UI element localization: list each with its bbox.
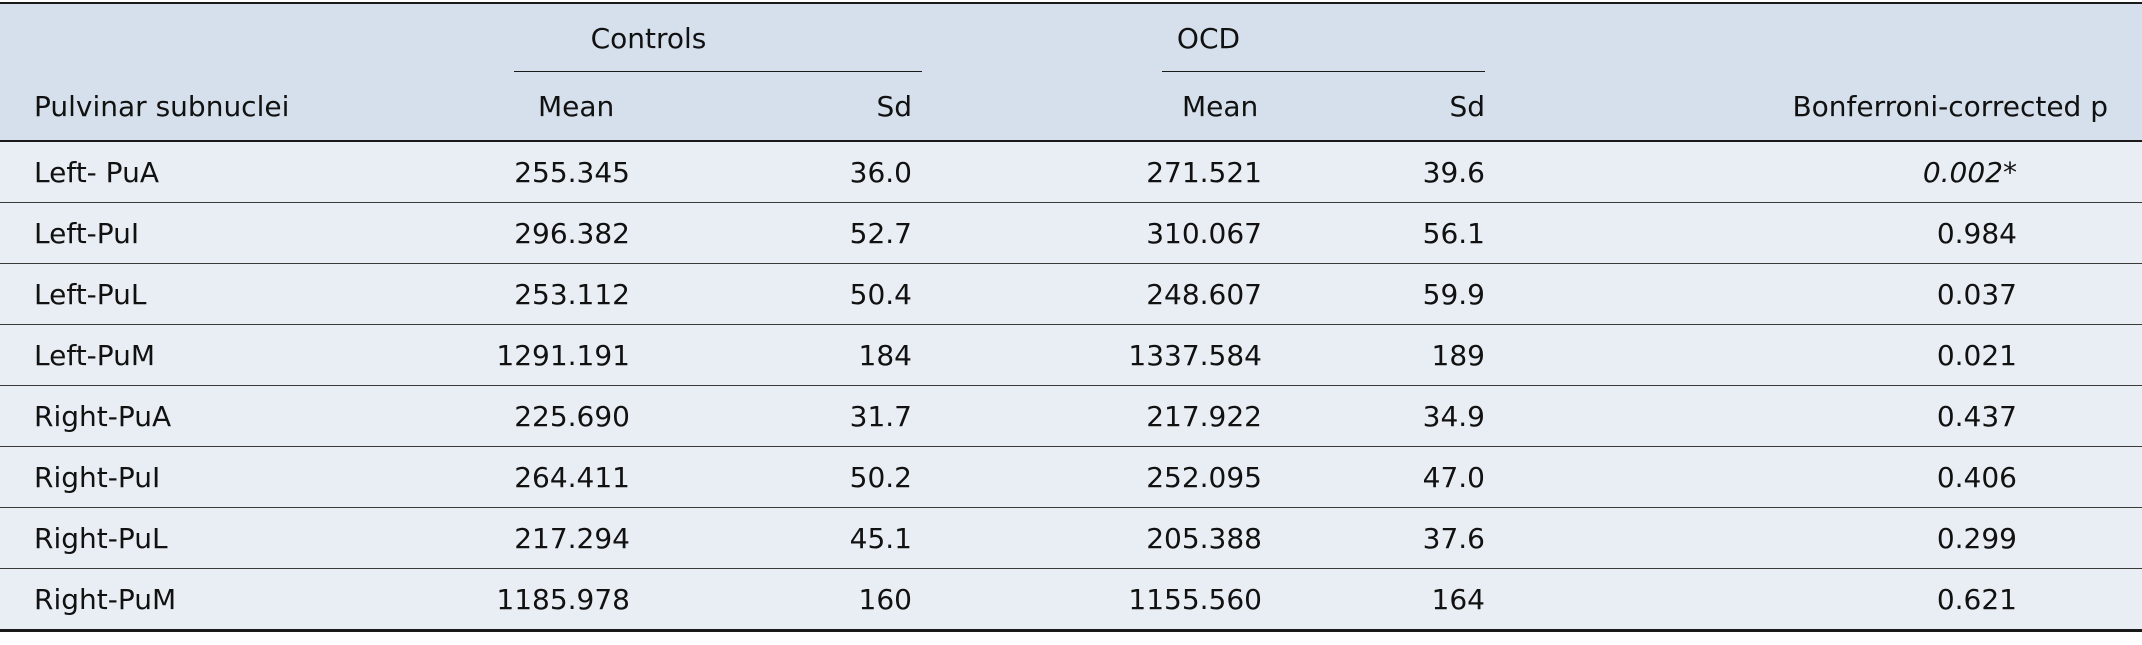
table-row: Left-PuL 253.112 50.4 248.607 59.9 0.037 bbox=[0, 263, 2142, 325]
table-row: Left-PuM 1291.191 184 1337.584 189 0.021 bbox=[0, 324, 2142, 386]
controls-sd-cell: 31.7 bbox=[630, 385, 922, 447]
row-label: Right-PuA bbox=[0, 385, 375, 447]
pvalue-cell: 0.621 bbox=[1495, 568, 2142, 632]
ocd-group-header: OCD bbox=[922, 2, 1495, 72]
table-row: Right-PuM 1185.978 160 1155.560 164 0.62… bbox=[0, 568, 2142, 632]
ocd-sd-cell: 47.0 bbox=[1262, 446, 1495, 508]
ocd-sd-cell: 39.6 bbox=[1262, 141, 1495, 203]
ocd-sd-cell: 56.1 bbox=[1262, 202, 1495, 264]
column-header-subnuclei: Pulvinar subnuclei bbox=[0, 72, 375, 142]
table-row: Right-PuI 264.411 50.2 252.095 47.0 0.40… bbox=[0, 446, 2142, 508]
row-label: Left-PuM bbox=[0, 324, 375, 386]
ocd-group-label: OCD bbox=[1176, 21, 1241, 55]
row-label: Left- PuA bbox=[0, 141, 375, 203]
controls-mean-cell: 264.411 bbox=[375, 446, 630, 508]
controls-sd-cell: 45.1 bbox=[630, 507, 922, 569]
ocd-sd-cell: 164 bbox=[1262, 568, 1495, 632]
pvalue-cell: 0.984 bbox=[1495, 202, 2142, 264]
table-body: Left- PuA 255.345 36.0 271.521 39.6 0.00… bbox=[0, 141, 2142, 632]
controls-sd-cell: 184 bbox=[630, 324, 922, 386]
header-column-row: Pulvinar subnuclei Mean Sd Mean Sd Bonfe… bbox=[0, 72, 2142, 142]
controls-sd-cell: 52.7 bbox=[630, 202, 922, 264]
row-label: Left-PuL bbox=[0, 263, 375, 325]
controls-mean-cell: 217.294 bbox=[375, 507, 630, 569]
controls-mean-cell: 255.345 bbox=[375, 141, 630, 203]
column-header-ocd-mean: Mean bbox=[922, 72, 1262, 142]
ocd-group-rule bbox=[1162, 71, 1485, 72]
controls-mean-cell: 296.382 bbox=[375, 202, 630, 264]
pvalue-cell: 0.437 bbox=[1495, 385, 2142, 447]
controls-group-rule bbox=[514, 71, 922, 72]
ocd-mean-cell: 271.521 bbox=[922, 141, 1262, 203]
ocd-mean-cell: 252.095 bbox=[922, 446, 1262, 508]
row-label: Right-PuL bbox=[0, 507, 375, 569]
header-empty-cell bbox=[1495, 2, 2142, 72]
ocd-sd-cell: 37.6 bbox=[1262, 507, 1495, 569]
controls-sd-cell: 50.4 bbox=[630, 263, 922, 325]
ocd-mean-cell: 310.067 bbox=[922, 202, 1262, 264]
ocd-sd-cell: 189 bbox=[1262, 324, 1495, 386]
significance-marker: * bbox=[2003, 155, 2017, 189]
pvalue-cell: 0.021 bbox=[1495, 324, 2142, 386]
header-empty-cell bbox=[0, 2, 375, 72]
row-label: Left-PuI bbox=[0, 202, 375, 264]
row-label: Right-PuI bbox=[0, 446, 375, 508]
controls-sd-cell: 36.0 bbox=[630, 141, 922, 203]
table-row: Right-PuA 225.690 31.7 217.922 34.9 0.43… bbox=[0, 385, 2142, 447]
column-header-ocd-sd: Sd bbox=[1262, 72, 1495, 142]
table-row: Left- PuA 255.345 36.0 271.521 39.6 0.00… bbox=[0, 141, 2142, 203]
pvalue-cell: 0.002* bbox=[1495, 141, 2142, 203]
column-header-controls-sd: Sd bbox=[630, 72, 922, 142]
pvalue-cell: 0.037 bbox=[1495, 263, 2142, 325]
controls-group-header: Controls bbox=[375, 2, 922, 72]
controls-mean-cell: 225.690 bbox=[375, 385, 630, 447]
row-label: Right-PuM bbox=[0, 568, 375, 632]
controls-sd-cell: 50.2 bbox=[630, 446, 922, 508]
ocd-mean-cell: 248.607 bbox=[922, 263, 1262, 325]
pulvinar-volume-table: Controls OCD Pulvinar subnuclei Mean Sd … bbox=[0, 2, 2142, 632]
table-row: Left-PuI 296.382 52.7 310.067 56.1 0.984 bbox=[0, 202, 2142, 264]
column-header-pvalue: Bonferroni-corrected p bbox=[1495, 72, 2142, 142]
pvalue-significant: 0.002 bbox=[1922, 155, 2003, 189]
ocd-sd-cell: 59.9 bbox=[1262, 263, 1495, 325]
pvalue-cell: 0.406 bbox=[1495, 446, 2142, 508]
controls-mean-cell: 1185.978 bbox=[375, 568, 630, 632]
table-row: Right-PuL 217.294 45.1 205.388 37.6 0.29… bbox=[0, 507, 2142, 569]
controls-group-label: Controls bbox=[590, 21, 707, 55]
controls-mean-cell: 253.112 bbox=[375, 263, 630, 325]
table-header: Controls OCD Pulvinar subnuclei Mean Sd … bbox=[0, 2, 2142, 142]
ocd-sd-cell: 34.9 bbox=[1262, 385, 1495, 447]
ocd-mean-cell: 217.922 bbox=[922, 385, 1262, 447]
ocd-mean-cell: 1337.584 bbox=[922, 324, 1262, 386]
controls-mean-cell: 1291.191 bbox=[375, 324, 630, 386]
header-group-row: Controls OCD bbox=[0, 2, 2142, 72]
ocd-mean-cell: 1155.560 bbox=[922, 568, 1262, 632]
controls-sd-cell: 160 bbox=[630, 568, 922, 632]
ocd-mean-cell: 205.388 bbox=[922, 507, 1262, 569]
pvalue-cell: 0.299 bbox=[1495, 507, 2142, 569]
column-header-controls-mean: Mean bbox=[375, 72, 630, 142]
